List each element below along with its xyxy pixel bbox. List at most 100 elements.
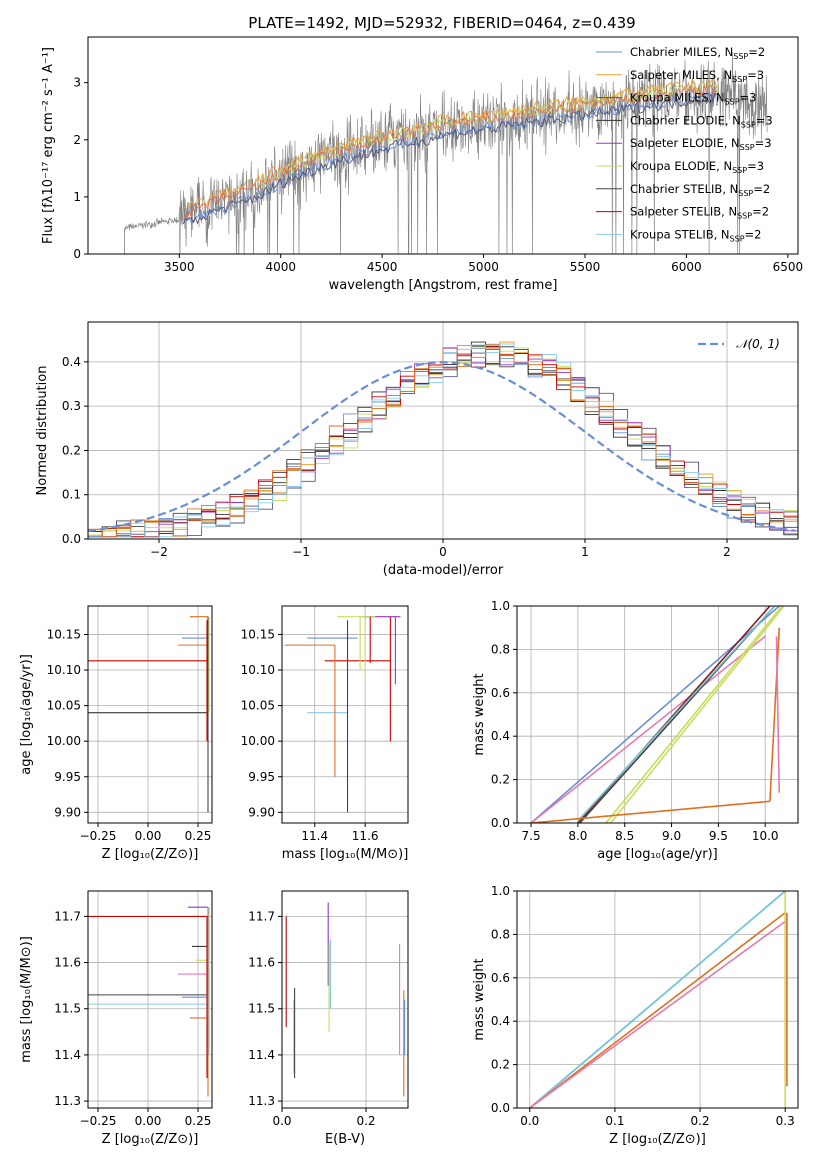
spectrum-data	[124, 51, 768, 254]
y-tick-label: 11.5	[54, 1002, 81, 1016]
x-tick-label: 1	[581, 545, 589, 559]
residual-histogram-panel: −2 −1 0 1 2 0.0 0.1 0.2 0.3 0.4 (data-model)/error…	[35, 321, 799, 578]
model-spectrum-1	[183, 91, 718, 225]
x-tick-label: −2	[150, 545, 168, 559]
legend-entry: Chabrier STELIB, NSSP=2	[630, 182, 770, 198]
axes-frame	[87, 890, 213, 1109]
weight-line-9	[775, 636, 781, 793]
weight-line-5	[610, 606, 785, 823]
y-tick-label: 9.95	[248, 770, 275, 784]
x-tick-label: 9.0	[662, 829, 681, 843]
y-tick-label: 0.6	[491, 686, 510, 700]
x-tick-label: 0.0	[520, 1114, 539, 1128]
y-axis-label: mass weight	[472, 673, 487, 755]
y-tick-label: 10.10	[241, 663, 275, 677]
weight-line-7	[530, 800, 770, 823]
y-tick-label: 10.00	[241, 734, 275, 748]
plot-area	[530, 606, 785, 823]
x-tick-label: 0.2	[356, 1114, 375, 1128]
x-axis-label: (data-model)/error	[383, 563, 504, 578]
y-axis-label: age [log₁₀(age/yr)]	[19, 654, 34, 775]
spectrum-panel: 3500 4000 4500 5000 5500 6000 6500 0 1 2 3 waveleng…	[41, 36, 804, 293]
y-tick-label: 11.3	[248, 1094, 275, 1108]
x-tick-label: 5000	[468, 260, 499, 274]
x-tick-label: 4500	[367, 260, 398, 274]
y-tick-label: 10.15	[47, 627, 81, 641]
age-vs-mass-panel: 11.4 11.6 9.90 9.95 10.00 10.05 10.10 10.15 mass…	[241, 605, 409, 862]
y-tick-label: 11.6	[248, 956, 275, 970]
y-tick-label: 9.95	[54, 770, 81, 784]
gaussian-curve	[88, 361, 796, 533]
legend-entry: Kroupa ELODIE, NSSP=3	[630, 159, 764, 175]
plot-area	[284, 616, 401, 813]
figure-title: PLATE=1492, MJD=52932, FIBERID=0464, z=0…	[248, 14, 635, 32]
x-tick-label: 0.1	[605, 1114, 624, 1128]
x-tick-label: 8.0	[568, 829, 587, 843]
y-tick-label: 2	[73, 133, 81, 147]
plot-area	[88, 906, 210, 1097]
y-tick-label: 0.0	[491, 1101, 510, 1115]
y-tick-label: 10.15	[241, 627, 275, 641]
x-tick-label: 3500	[164, 260, 195, 274]
weight-line-1	[530, 635, 766, 823]
legend-entry: Salpeter ELODIE, NSSP=3	[630, 136, 772, 152]
x-tick-label: 8.5	[615, 829, 634, 843]
legend-entry: Kroupa STELIB, NSSP=2	[630, 227, 761, 243]
x-axis-label: Z [log₁₀(Z/Z⊙)]	[609, 1132, 706, 1147]
x-tick-label: 6000	[671, 260, 702, 274]
model-spectrum-4	[182, 84, 718, 220]
y-tick-label: 1.0	[491, 884, 510, 898]
y-tick-label: 3	[73, 76, 81, 90]
weight-line-8	[769, 627, 781, 802]
y-tick-label: 0.0	[62, 532, 81, 546]
legend-entry: Salpeter MILES, NSSP=3	[630, 68, 764, 84]
y-tick-label: 0.2	[491, 1058, 510, 1072]
y-tick-label: 0.3	[62, 399, 81, 413]
y-tick-label: 11.5	[248, 1002, 275, 1016]
weight-line-3	[529, 920, 786, 1108]
y-tick-label: 11.4	[54, 1048, 81, 1062]
model-spectrum-0	[182, 76, 718, 209]
y-tick-label: 0.6	[491, 971, 510, 985]
legend-entry: 𝒩(0, 1)	[736, 337, 780, 351]
model-spectrum-3	[260, 80, 718, 190]
y-tick-label: 0	[73, 247, 81, 261]
y-tick-label: 11.3	[54, 1094, 81, 1108]
plot-area	[88, 341, 798, 538]
y-tick-label: 0.8	[491, 642, 510, 656]
x-axis-label: age [log₁₀(age/yr)]	[597, 847, 718, 862]
x-tick-label: −0.25	[80, 829, 117, 843]
y-tick-label: 11.7	[248, 909, 275, 923]
plot-area	[88, 616, 210, 813]
x-tick-label: −1	[292, 545, 310, 559]
y-tick-label: 0.4	[62, 355, 81, 369]
residual-histogram-9	[88, 347, 798, 538]
x-tick-label: 9.5	[709, 829, 728, 843]
x-tick-label: 10.0	[752, 829, 779, 843]
x-tick-label: 6500	[773, 260, 804, 274]
y-tick-label: 11.7	[54, 909, 81, 923]
y-tick-label: 10.05	[47, 699, 81, 713]
y-tick-label: 10.10	[47, 663, 81, 677]
x-axis-label: E(B-V)	[325, 1132, 365, 1147]
x-tick-label: 11.4	[301, 829, 328, 843]
y-axis-label: Flux [fλ10⁻¹⁷ erg cm⁻² s⁻¹ A⁻¹]	[41, 47, 56, 244]
axes-frame	[516, 605, 799, 824]
legend-entry: Chabrier MILES, NSSP=2	[630, 45, 765, 61]
y-tick-label: 10.00	[47, 734, 81, 748]
y-tick-label: 0.8	[491, 927, 510, 941]
x-tick-label: 4000	[265, 260, 296, 274]
axes-frame	[281, 605, 409, 824]
y-tick-label: 0.4	[491, 1014, 510, 1028]
y-tick-label: 0.4	[491, 729, 510, 743]
model-spectrum-2	[182, 92, 718, 225]
weight-line-2	[529, 912, 786, 1108]
massweight-vs-age-panel: 7.5 8.0 8.5 9.0 9.5 10.0 0.0 0.2 0.4 0.6 0.8 1.0 age…	[472, 599, 799, 862]
y-tick-label: 0.2	[491, 773, 510, 787]
plot-area	[529, 891, 788, 1108]
y-axis-label: mass [log₁₀(M/M⊙)]	[19, 936, 34, 1063]
plot-area	[124, 51, 768, 254]
weight-line-6	[577, 606, 776, 822]
mass-vs-metallicity-panel: −0.25 0.00 0.25 11.3 11.4 11.5 11.6 11.7 Z [log₁…	[19, 890, 213, 1147]
